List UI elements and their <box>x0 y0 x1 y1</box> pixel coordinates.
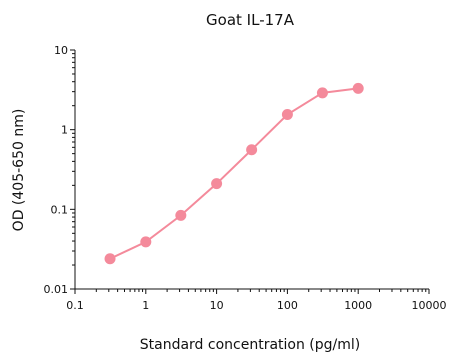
y-axis-title: OD (405-650 nm) <box>11 109 27 232</box>
data-point <box>316 87 328 99</box>
series-line <box>109 87 359 260</box>
data-point <box>104 253 116 265</box>
x-tick-label: 0.1 <box>66 299 84 312</box>
x-tick-label: 1 <box>142 299 149 312</box>
x-axis-title: Standard concentration (pg/ml) <box>140 337 361 353</box>
data-point <box>211 178 223 190</box>
x-tick-label: 10000 <box>412 299 447 312</box>
data-point <box>246 144 258 156</box>
data-point <box>352 82 364 94</box>
data-point <box>175 209 187 221</box>
plot-marks <box>104 82 364 265</box>
y-tick-label: 10 <box>54 44 68 57</box>
x-tick-label: 100 <box>277 299 298 312</box>
chart-title: Goat IL-17A <box>206 11 295 29</box>
data-point <box>140 236 152 248</box>
y-tick-label: 1 <box>61 124 68 137</box>
y-tick-label: 0.1 <box>51 203 69 216</box>
plot-axes: 0.1 1 10 100 1000 10000 0.01 0.1 1 10 <box>44 44 447 312</box>
data-point <box>281 109 293 121</box>
y-tick-label: 0.01 <box>44 283 69 296</box>
x-tick-label: 10 <box>210 299 224 312</box>
x-tick-label: 1000 <box>344 299 372 312</box>
